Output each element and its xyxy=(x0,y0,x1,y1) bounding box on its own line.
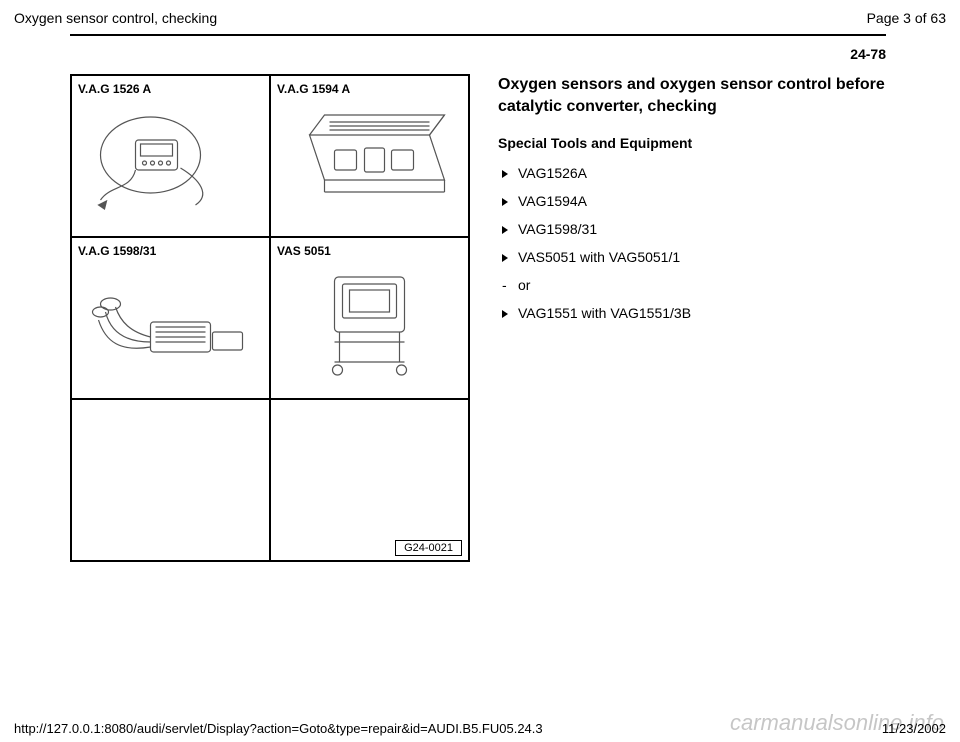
multimeter-illustration xyxy=(78,100,263,220)
figure-cell-4: VAS 5051 xyxy=(270,237,469,399)
footer-date: 11/23/2002 xyxy=(882,721,946,736)
list-item: VAG1598/31 xyxy=(502,221,890,237)
divider xyxy=(70,34,886,36)
adapter-kit-illustration xyxy=(277,100,462,220)
figure-cell-2-label: V.A.G 1594 A xyxy=(277,82,462,96)
list-item: VAS5051 with VAG5051/1 xyxy=(502,249,890,265)
list-item-or: or xyxy=(502,277,890,293)
list-item: VAG1551 with VAG1551/3B xyxy=(502,305,890,321)
list-item: VAG1594A xyxy=(502,193,890,209)
figure-photo-id: G24-0021 xyxy=(395,540,462,556)
figure-cell-4-label: VAS 5051 xyxy=(277,244,462,258)
figure-cell-3: V.A.G 1598/31 xyxy=(71,237,270,399)
section-title: Oxygen sensors and oxygen sensor control… xyxy=(498,74,890,117)
page-reference: 24-78 xyxy=(14,46,886,62)
tools-list: VAG1526A VAG1594A VAG1598/31 VAS5051 wit… xyxy=(502,165,890,321)
footer-url: http://127.0.0.1:8080/audi/servlet/Displ… xyxy=(14,721,543,736)
figure-cell-6: G24-0021 xyxy=(270,399,469,561)
figure-cell-2: V.A.G 1594 A xyxy=(270,75,469,237)
figure-cell-5 xyxy=(71,399,270,561)
figure-cell-1: V.A.G 1526 A xyxy=(71,75,270,237)
section-subheading: Special Tools and Equipment xyxy=(498,135,890,151)
list-item: VAG1526A xyxy=(502,165,890,181)
figure-cell-3-label: V.A.G 1598/31 xyxy=(78,244,263,258)
tools-figure: V.A.G 1526 A V.A.G 1594 A xyxy=(70,74,470,562)
figure-cell-1-label: V.A.G 1526 A xyxy=(78,82,263,96)
header-title: Oxygen sensor control, checking xyxy=(14,10,217,26)
page-indicator: Page 3 of 63 xyxy=(867,10,946,26)
test-box-illustration xyxy=(78,262,263,382)
diagnostic-tool-illustration xyxy=(277,262,462,382)
